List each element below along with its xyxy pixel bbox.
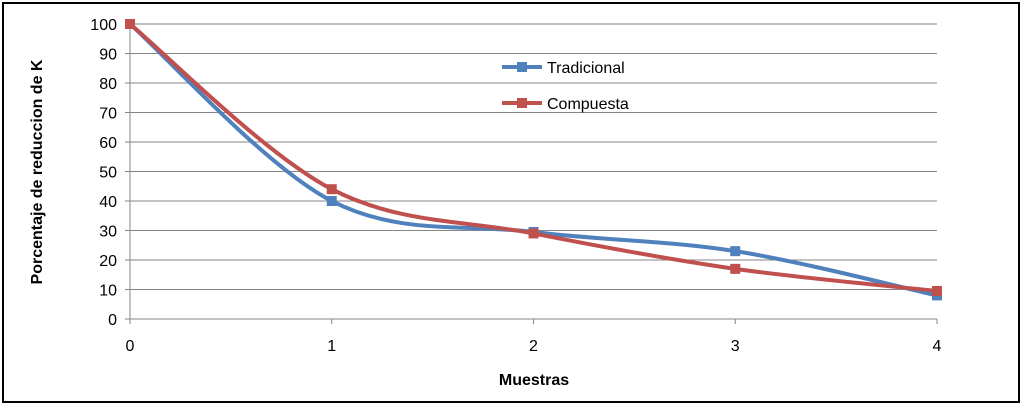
series-lines	[125, 19, 942, 301]
x-tick-label-0: 0	[126, 338, 135, 355]
legend-label-tradicional: Tradicional	[547, 60, 625, 77]
series-line-tradicional	[128, 22, 939, 298]
legend-item-compuesta: Compuesta	[502, 96, 629, 113]
legend-label-compuesta: Compuesta	[547, 96, 629, 113]
point-compuesta-2	[528, 228, 539, 239]
legend-item-tradicional: Tradicional	[502, 60, 625, 77]
series-line-compuesta	[128, 22, 939, 293]
legend-marker-compuesta	[517, 98, 527, 108]
x-tick-label-4: 4	[933, 338, 942, 355]
y-tick-label-30: 30	[99, 224, 117, 241]
y-tick-labels: 0 10 20 30 40 50 60 70 80 90 100	[90, 17, 117, 329]
point-compuesta-1	[326, 184, 337, 195]
x-tick-label-3: 3	[731, 338, 740, 355]
legend: Tradicional Compuesta	[502, 60, 629, 113]
x-axis-title: Muestras	[499, 372, 569, 389]
y-tick-label-10: 10	[99, 283, 117, 300]
x-tick-labels: 0 1 2 3 4	[126, 338, 942, 355]
point-tradicional-3	[730, 246, 741, 257]
point-tradicional-1	[326, 196, 337, 206]
legend-marker-tradicional	[517, 62, 527, 72]
point-compuesta-4	[932, 285, 942, 296]
point-compuesta-3	[730, 263, 741, 274]
y-tick-label-90: 90	[99, 47, 117, 64]
y-axis-title: Porcentaje de reduccion de K	[29, 59, 46, 284]
y-tick-label-50: 50	[99, 165, 117, 182]
point-compuesta-0	[125, 19, 135, 29]
y-tick-label-0: 0	[108, 312, 117, 329]
y-tick-label-80: 80	[99, 76, 117, 93]
x-tick-label-1: 1	[327, 338, 336, 355]
gridlines	[130, 23, 937, 290]
y-tick-label-60: 60	[99, 135, 117, 152]
y-tick-label-20: 20	[99, 253, 117, 270]
y-tick-label-40: 40	[99, 194, 117, 211]
y-tick-label-100: 100	[90, 17, 117, 34]
x-tick-label-2: 2	[529, 338, 538, 355]
y-tick-label-70: 70	[99, 106, 117, 123]
